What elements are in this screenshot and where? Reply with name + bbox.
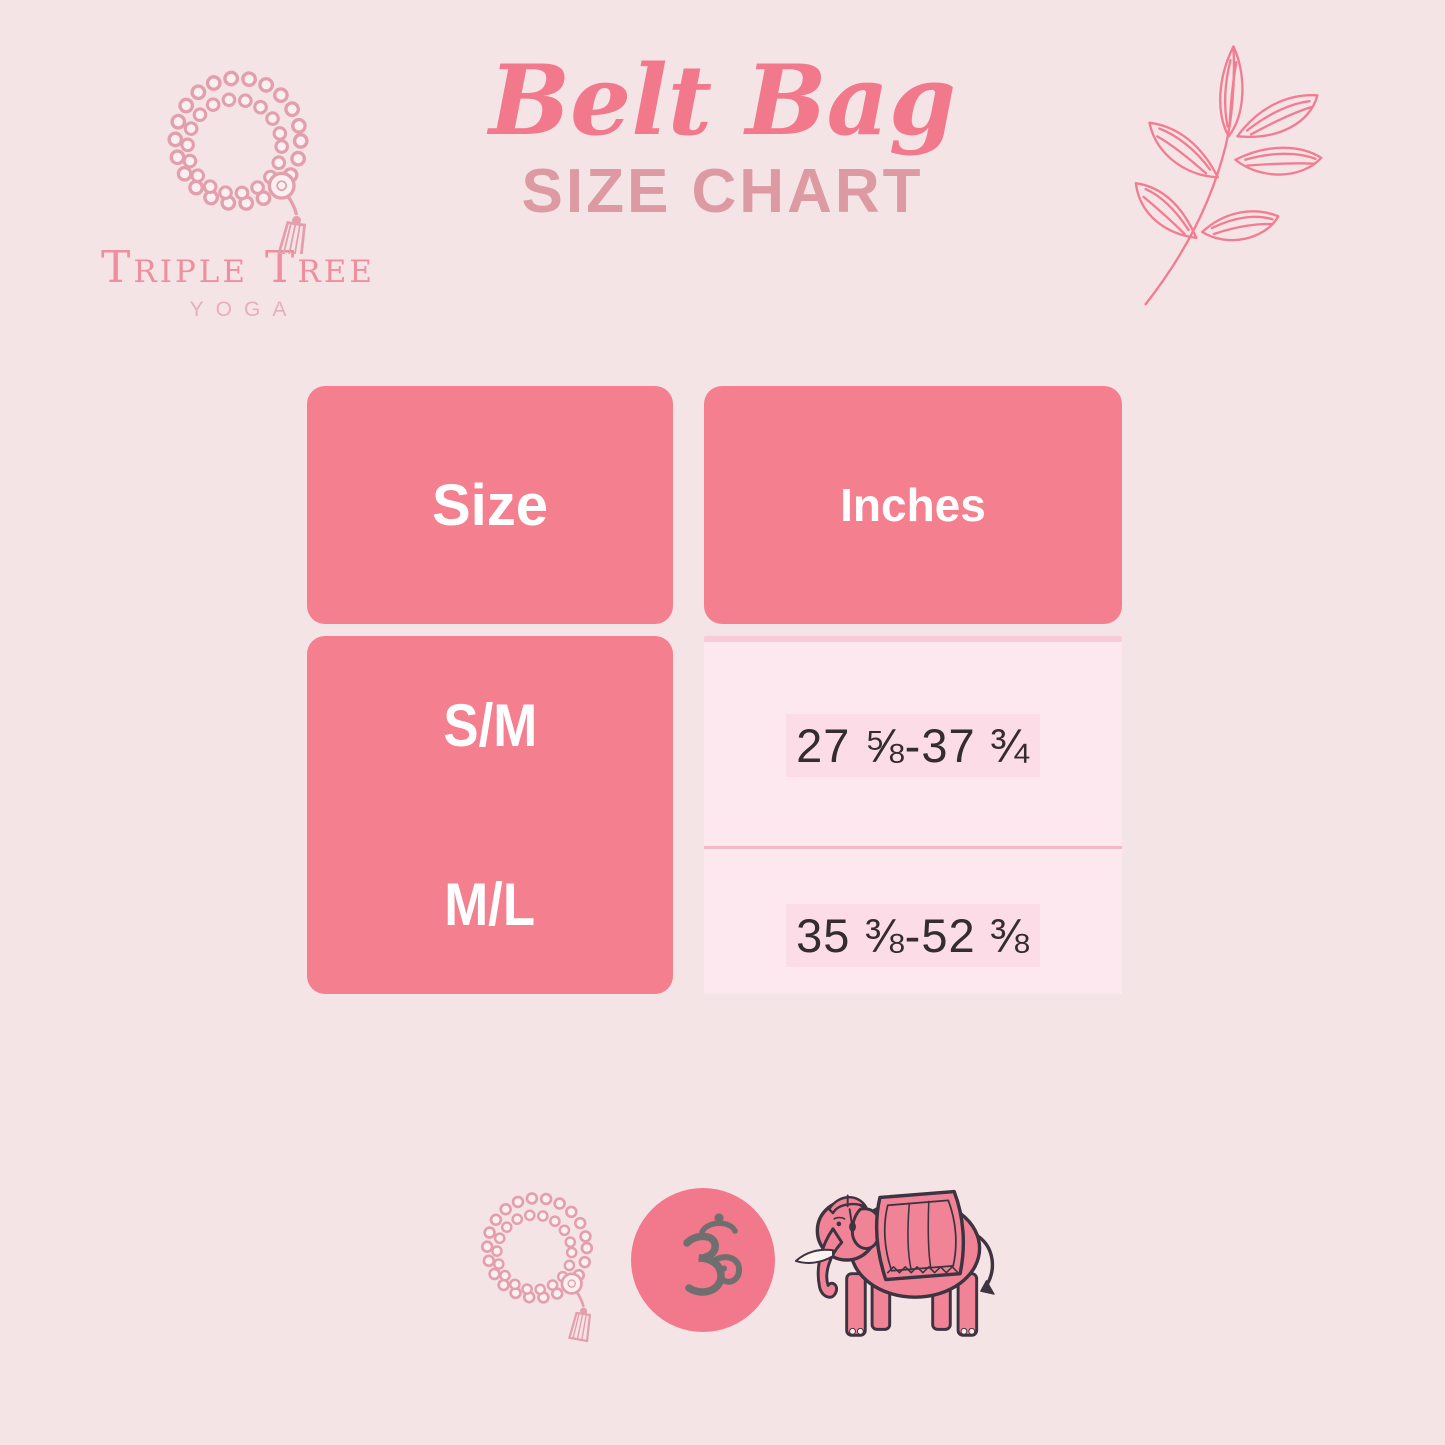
leaf-branch-icon [1128, 28, 1333, 313]
table-row: 35 ⅜-52 ⅜ [704, 850, 1122, 994]
elephant-icon [790, 1178, 1005, 1343]
size-label-ml: M/L [444, 871, 536, 938]
page-title-script: Belt Bag [489, 44, 956, 157]
header-label-inches: Inches [840, 479, 986, 531]
inches-panel: 27 ⅝-37 ¾ 35 ⅜-52 ⅜ [704, 636, 1122, 994]
title-block: Belt Bag SIZE CHART [0, 48, 1445, 227]
inches-value-sm: 27 ⅝-37 ¾ [786, 713, 1040, 777]
row-divider [704, 846, 1122, 849]
brand-name: Triple Tree [101, 242, 375, 293]
size-label-sm: S/M [443, 692, 537, 759]
header-cell-inches: Inches [704, 386, 1122, 624]
inches-value-ml: 35 ⅜-52 ⅜ [786, 903, 1040, 967]
mala-beads-icon [98, 58, 378, 260]
brand-logo: Triple Tree YOGA [98, 58, 378, 322]
page-title-heading: SIZE CHART [521, 156, 924, 226]
table-row: 27 ⅝-37 ¾ [704, 642, 1122, 848]
size-column-cell: S/M M/L [307, 636, 673, 994]
brand-tagline: YOGA [189, 298, 299, 321]
om-symbol-icon [631, 1188, 775, 1332]
mala-beads-icon [448, 1172, 626, 1348]
header-label-size: Size [431, 472, 549, 538]
header-cell-size: Size [307, 386, 673, 624]
